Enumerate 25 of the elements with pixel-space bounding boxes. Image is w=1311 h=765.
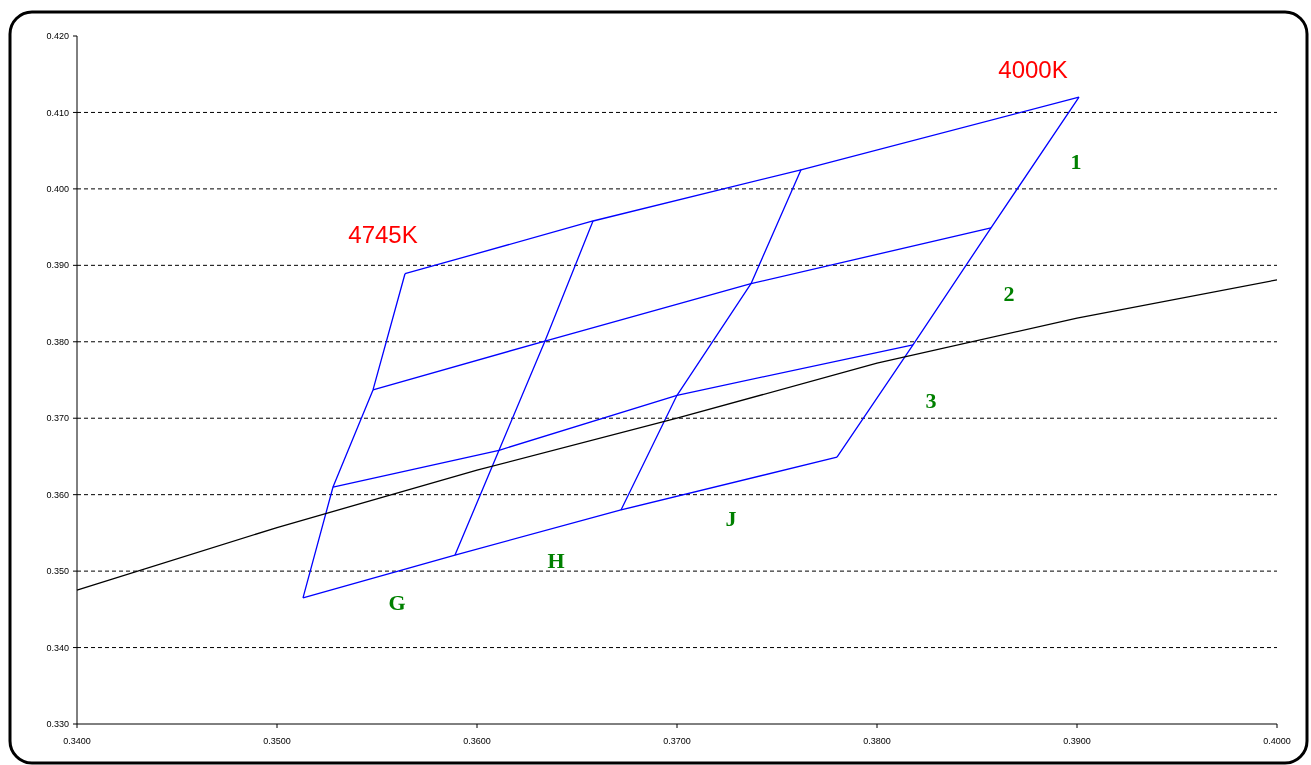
y-tick-label: 0.340: [46, 642, 69, 653]
x-tick-label: 0.3400: [63, 736, 91, 746]
x-tick-label: 0.3900: [1063, 736, 1091, 746]
y-tick-label: 0.410: [46, 107, 69, 118]
x-tick-label: 0.3700: [663, 736, 691, 746]
annotation: 3: [925, 387, 937, 413]
y-tick-label: 0.370: [46, 413, 69, 424]
annotation: 1: [1070, 148, 1082, 174]
y-tick-label: 0.330: [46, 719, 69, 730]
y-tick-label: 0.360: [46, 489, 69, 500]
x-tick-label: 0.3500: [263, 736, 291, 746]
x-tick-label: 0.4000: [1263, 736, 1291, 746]
annotation: H: [547, 547, 565, 573]
x-tick-label: 0.3600: [463, 736, 491, 746]
y-tick-label: 0.350: [46, 566, 69, 577]
annotation: 4000K: [998, 56, 1068, 84]
annotation: J: [725, 505, 737, 531]
annotation: 2: [1003, 280, 1015, 306]
y-tick-label: 0.390: [46, 260, 69, 271]
y-tick-label: 0.380: [46, 336, 69, 347]
y-tick-label: 0.420: [46, 31, 69, 42]
annotation: 4745K: [348, 221, 418, 249]
x-tick-label: 0.3800: [863, 736, 891, 746]
annotation: G: [388, 589, 406, 615]
y-tick-label: 0.400: [46, 184, 69, 195]
